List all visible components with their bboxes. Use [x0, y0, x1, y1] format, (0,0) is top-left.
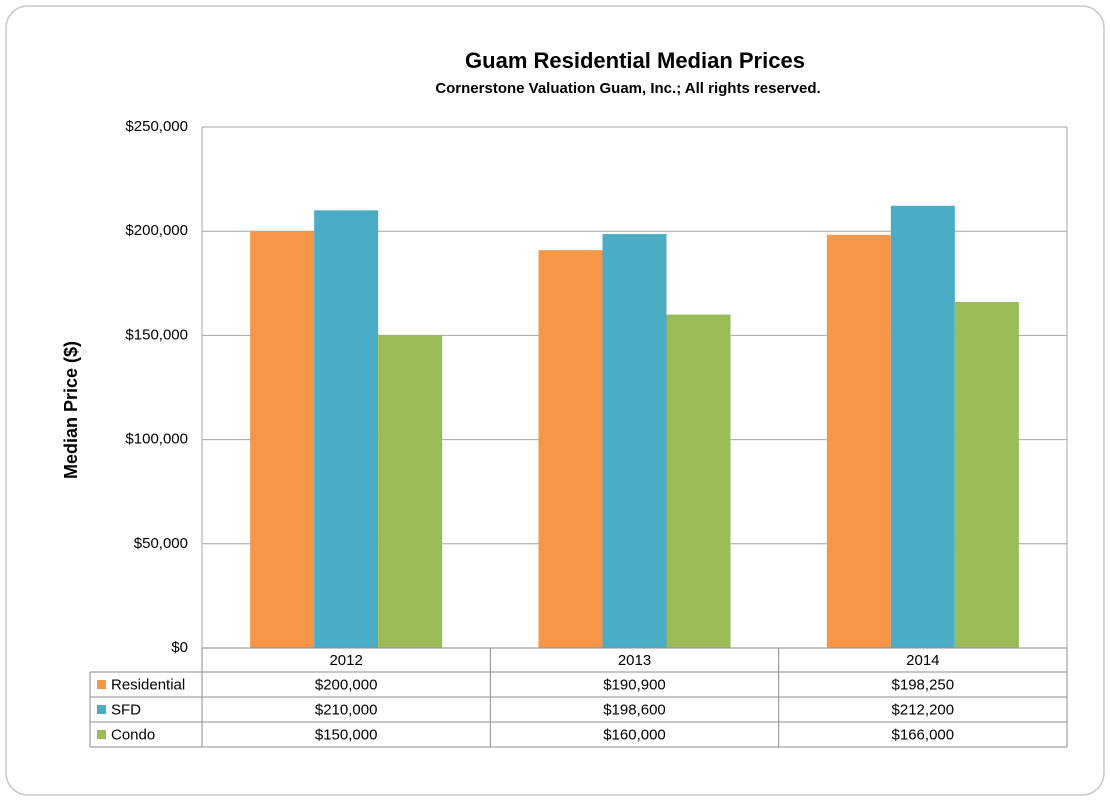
bar	[250, 231, 315, 648]
bar	[954, 302, 1019, 648]
data-label: $210,000	[315, 701, 378, 718]
data-label: $198,600	[603, 701, 666, 718]
data-label: $166,000	[892, 726, 955, 743]
legend-swatch	[97, 705, 106, 714]
data-label: $198,250	[892, 676, 955, 693]
legend-label: Residential	[111, 676, 185, 693]
bar	[378, 335, 443, 648]
data-label: $190,900	[603, 676, 666, 693]
x-tick-label: 2013	[618, 652, 651, 669]
legend-swatch	[97, 730, 106, 739]
bar	[826, 234, 891, 649]
bar	[890, 205, 955, 648]
y-tick-label: $250,000	[125, 118, 188, 135]
data-label: $160,000	[603, 726, 666, 743]
x-tick-label: 2012	[329, 652, 362, 669]
y-axis-label: Median Price ($)	[61, 341, 81, 479]
bar	[602, 234, 667, 648]
y-tick-label: $150,000	[125, 326, 188, 343]
legend-label: Condo	[111, 726, 155, 743]
y-tick-label: $50,000	[134, 535, 188, 552]
y-tick-label: $0	[171, 639, 188, 656]
bar	[538, 250, 603, 648]
legend-label: SFD	[111, 701, 141, 718]
data-label: $200,000	[315, 676, 378, 693]
bar	[666, 314, 731, 648]
chart-title: Guam Residential Median Prices	[465, 48, 805, 73]
x-tick-label: 2014	[906, 652, 939, 669]
data-label: $212,200	[892, 701, 955, 718]
chart-subtitle: Cornerstone Valuation Guam, Inc.; All ri…	[435, 80, 820, 97]
data-label: $150,000	[315, 726, 378, 743]
legend-swatch	[97, 680, 106, 689]
y-tick-label: $200,000	[125, 222, 188, 239]
y-tick-label: $100,000	[125, 431, 188, 448]
bar	[314, 210, 379, 649]
